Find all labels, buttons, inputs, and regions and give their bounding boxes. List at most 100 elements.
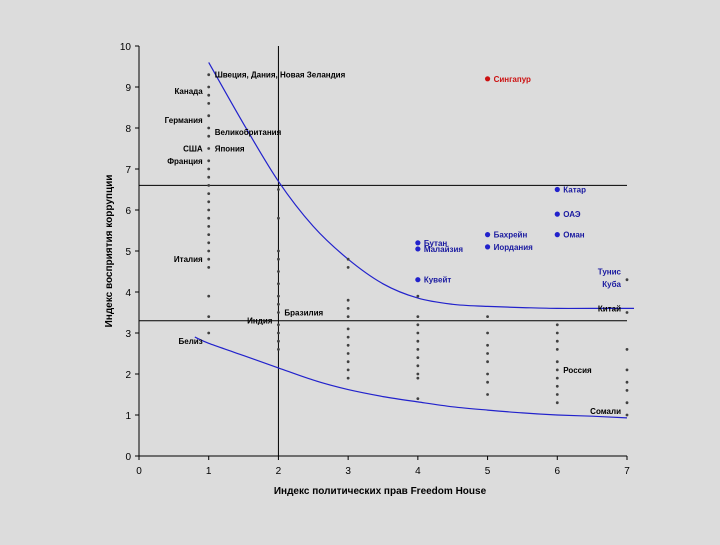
data-point <box>416 356 420 359</box>
data-point <box>207 233 211 237</box>
data-point <box>277 188 280 191</box>
y-tick-label: 4 <box>125 288 131 299</box>
highlighted-data-point <box>554 232 560 238</box>
country-label: Белиз <box>179 337 203 346</box>
x-tick-label: 0 <box>136 466 142 477</box>
highlighted-data-point <box>484 244 491 250</box>
x-tick-label: 1 <box>206 466 212 477</box>
data-point <box>416 397 420 400</box>
country-label: Китай <box>598 304 621 313</box>
data-point <box>346 335 350 339</box>
data-point <box>486 352 489 355</box>
country-label: Бутан <box>424 239 448 248</box>
data-point <box>555 339 559 343</box>
data-point <box>277 249 280 253</box>
data-point <box>625 380 629 384</box>
y-tick-label: 7 <box>125 165 131 176</box>
country-label: Катар <box>563 186 586 195</box>
data-point <box>625 368 629 372</box>
data-point <box>207 331 211 335</box>
country-label: Куба <box>602 280 621 289</box>
data-point <box>207 126 211 130</box>
data-point <box>555 376 559 380</box>
data-point <box>486 380 489 384</box>
data-point <box>346 315 350 318</box>
country-label: Малайзия <box>424 245 464 254</box>
data-point <box>625 389 629 392</box>
highlighted-data-point <box>484 232 491 238</box>
y-tick-label: 2 <box>125 370 131 381</box>
data-point <box>486 343 489 347</box>
y-tick-label: 8 <box>125 124 131 135</box>
data-point <box>346 298 350 302</box>
data-point <box>555 360 559 364</box>
data-point <box>207 266 211 269</box>
x-tick-label: 5 <box>485 466 491 477</box>
data-point <box>346 376 350 380</box>
data-point <box>625 348 629 351</box>
y-tick-label: 10 <box>120 42 132 53</box>
country-label: Италия <box>174 255 203 264</box>
data-point <box>346 368 350 372</box>
x-tick-label: 6 <box>555 466 561 477</box>
highlighted-data-point <box>554 211 560 217</box>
country-label: Сингапур <box>494 75 531 84</box>
data-point <box>207 102 211 105</box>
country-label: Кувейт <box>424 276 452 285</box>
upper-curve <box>208 62 634 310</box>
data-point <box>277 339 280 343</box>
data-point <box>277 270 280 273</box>
data-point <box>486 360 489 364</box>
data-point <box>346 307 350 310</box>
data-point <box>555 323 559 327</box>
data-point <box>416 323 420 327</box>
data-point <box>555 384 559 388</box>
data-point <box>207 85 211 89</box>
country-label: Россия <box>563 366 592 375</box>
data-point <box>346 360 350 364</box>
data-point <box>625 401 629 405</box>
data-point <box>555 393 559 396</box>
data-point <box>486 393 489 396</box>
data-point <box>416 339 420 343</box>
x-tick-label: 4 <box>415 466 421 477</box>
country-label: Япония <box>215 145 245 154</box>
data-point <box>207 225 211 228</box>
data-point <box>416 331 420 335</box>
country-label: Швеция, Дания, Новая Зеландия <box>215 71 346 80</box>
data-point <box>277 294 280 298</box>
y-axis-label: Индекс восприятия коррупции <box>104 175 115 328</box>
data-point <box>277 323 280 327</box>
data-point <box>555 401 559 405</box>
data-point <box>277 282 280 286</box>
data-point <box>207 93 211 97</box>
data-point <box>207 147 211 150</box>
data-point <box>277 216 280 220</box>
highlighted-data-point <box>484 76 491 82</box>
y-tick-label: 0 <box>125 452 131 463</box>
data-point <box>207 208 211 212</box>
data-point <box>555 331 559 335</box>
data-point <box>625 413 629 417</box>
data-point <box>207 315 211 318</box>
data-point <box>416 294 420 298</box>
data-point <box>416 372 420 376</box>
data-point <box>277 348 280 351</box>
y-tick-label: 3 <box>125 329 131 340</box>
labels-layer: Швеция, Дания, Новая Зеландия Канада Герма… <box>165 71 622 416</box>
data-point <box>207 192 211 196</box>
highlighted-data-point <box>415 277 421 283</box>
curves-layer <box>194 62 634 419</box>
data-point <box>625 278 629 282</box>
country-label: Индия <box>247 317 273 326</box>
y-tick-label: 6 <box>125 206 131 217</box>
country-label: Бахрейн <box>494 231 528 240</box>
data-point <box>207 184 211 187</box>
data-point <box>207 294 211 298</box>
country-label: Канада <box>174 87 203 96</box>
y-tick-label: 1 <box>125 411 131 422</box>
y-tick-label: 9 <box>125 83 131 94</box>
data-point <box>207 73 211 77</box>
